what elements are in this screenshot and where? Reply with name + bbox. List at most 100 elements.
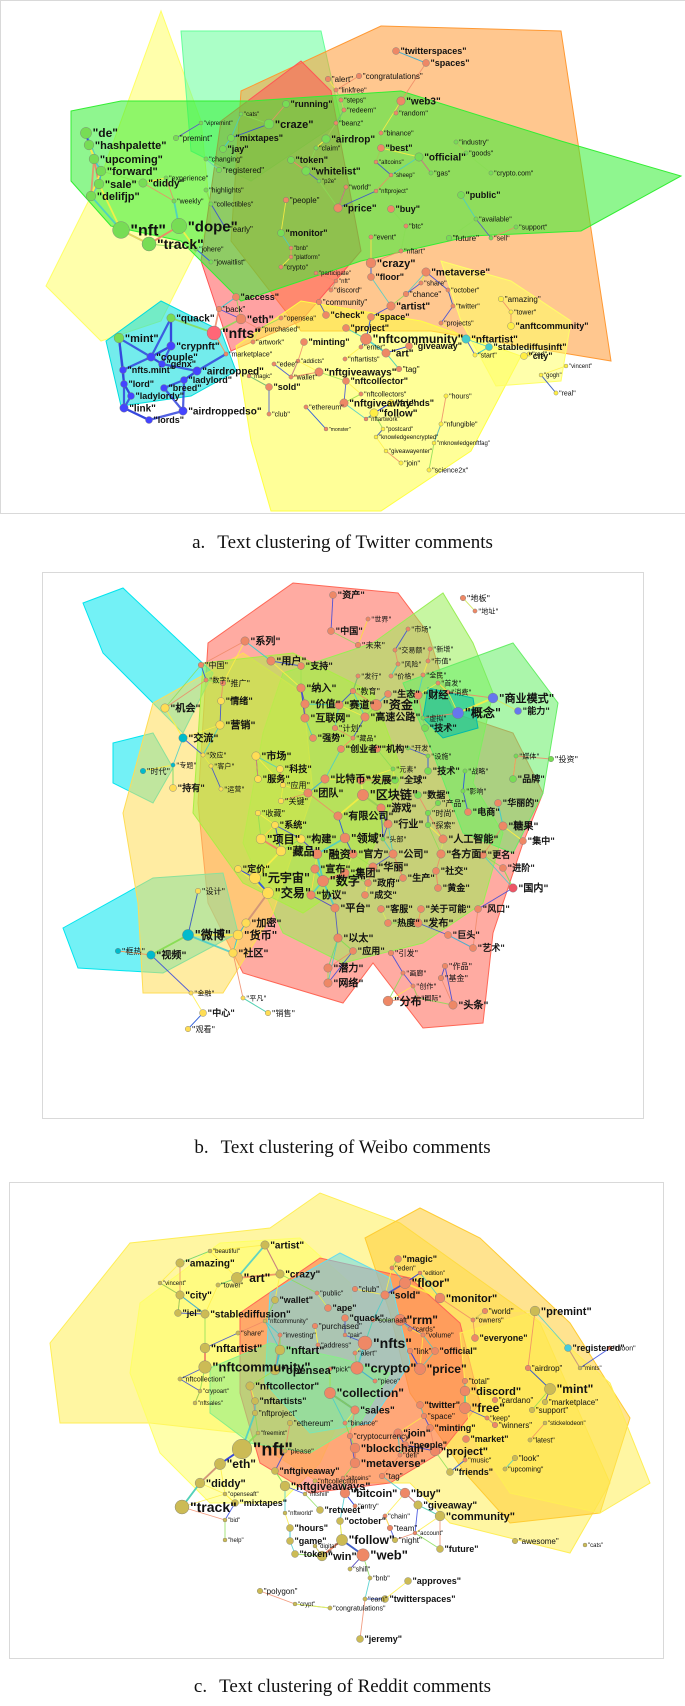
word-label: "项目": [267, 833, 300, 846]
edge: [364, 1577, 371, 1600]
word-node: [333, 87, 339, 93]
word-label: "进阶": [508, 862, 535, 874]
edge: [447, 289, 454, 307]
word-label: "forward": [107, 166, 158, 178]
edge: [335, 75, 360, 91]
word-label: "教育": [357, 686, 380, 696]
word-node: [145, 416, 153, 424]
word-node: [393, 110, 399, 116]
word-label: "sheep": [394, 173, 415, 179]
word-label: "altcoins": [379, 160, 404, 166]
word-label: "cardano": [499, 1396, 534, 1405]
word-node: [222, 225, 229, 232]
word-node: [287, 1419, 294, 1426]
edge: [205, 189, 212, 205]
word-node: [169, 784, 177, 792]
word-label: "nftproject": [259, 1409, 298, 1418]
edge: [244, 640, 272, 662]
word-node: [119, 366, 127, 374]
word-node: [238, 111, 244, 117]
word-label: "商业模式": [499, 691, 554, 705]
word-label: "crypt": [298, 1602, 315, 1608]
cluster-hull-5: [70, 90, 683, 302]
word-node: [340, 868, 350, 878]
word-node: [214, 1458, 226, 1470]
word-label: "消费": [451, 687, 471, 696]
edge: [190, 992, 204, 1014]
edge: [338, 704, 366, 718]
edge: [460, 194, 477, 220]
word-label: "关于可能": [426, 903, 471, 915]
word-node: [384, 690, 392, 698]
word-label: "中国": [336, 625, 363, 637]
word-label: "系统": [280, 819, 307, 831]
word-label: "artist": [270, 1241, 304, 1252]
word-label: "account": [418, 1531, 443, 1537]
word-label: "discord": [334, 287, 362, 294]
word-label: "世界": [371, 614, 391, 623]
edge: [477, 887, 514, 910]
word-label: "效应": [206, 750, 226, 759]
word-label: "加密": [251, 917, 281, 930]
word-node: [403, 223, 409, 229]
word-node: [166, 341, 176, 351]
word-label: "黄金": [443, 882, 470, 894]
word-label: "quack": [350, 1313, 385, 1323]
word-label: "运营": [224, 784, 244, 793]
word-node: [83, 139, 95, 151]
word-label: "以太": [343, 932, 373, 945]
word-label: "mknowledgenftfag": [437, 441, 490, 447]
edge: [359, 1598, 366, 1640]
word-label: "电商": [473, 806, 500, 818]
word-node: [450, 303, 456, 309]
word-label: "track": [157, 236, 204, 252]
edge: [245, 892, 269, 924]
edge: [118, 337, 152, 358]
word-node: [327, 627, 335, 635]
word-label: "nfts": [373, 1335, 412, 1351]
word-node: [314, 1290, 320, 1296]
word-label: "premint": [541, 1306, 592, 1318]
edge: [202, 724, 221, 756]
word-label: "owners": [476, 1317, 504, 1324]
word-node: [232, 293, 240, 301]
word-label: "congratulations": [363, 72, 423, 81]
word-node: [342, 1332, 348, 1338]
word-label: "支持": [306, 660, 333, 672]
word-node: [378, 130, 384, 136]
edge: [290, 371, 320, 378]
word-node: [218, 786, 224, 792]
word-node: [255, 1430, 261, 1436]
word-label: "city": [529, 351, 553, 361]
word-label: "社区": [238, 947, 268, 960]
word-node: [488, 170, 494, 176]
word-label: "头条": [458, 999, 488, 1012]
edge: [258, 317, 282, 330]
word-node: [278, 264, 284, 270]
word-node: [231, 1439, 252, 1460]
word-label: "amazing": [505, 295, 541, 304]
word-label: "推广": [227, 678, 250, 688]
word-node: [275, 845, 287, 857]
word-node: [399, 1277, 411, 1289]
word-label: "alert": [358, 1350, 377, 1357]
word-label: "视频": [156, 949, 186, 962]
word-node: [368, 234, 374, 240]
word-node: [484, 1415, 490, 1421]
edge: [387, 972, 404, 1002]
word-node: [452, 707, 464, 719]
word-label: "营销": [225, 719, 255, 732]
edge: [305, 406, 327, 430]
word-label: "区块链": [370, 787, 419, 802]
word-node: [412, 1530, 418, 1536]
word-label: "sold": [390, 1291, 420, 1302]
word-label: "openseaft": [228, 1492, 259, 1498]
word-node: [350, 735, 356, 741]
word-node: [514, 707, 522, 715]
edge: [324, 748, 342, 780]
edge: [274, 1450, 286, 1472]
word-node: [206, 325, 222, 341]
edge: [465, 152, 492, 174]
word-label: "hours": [449, 393, 472, 400]
word-node: [380, 1290, 390, 1300]
